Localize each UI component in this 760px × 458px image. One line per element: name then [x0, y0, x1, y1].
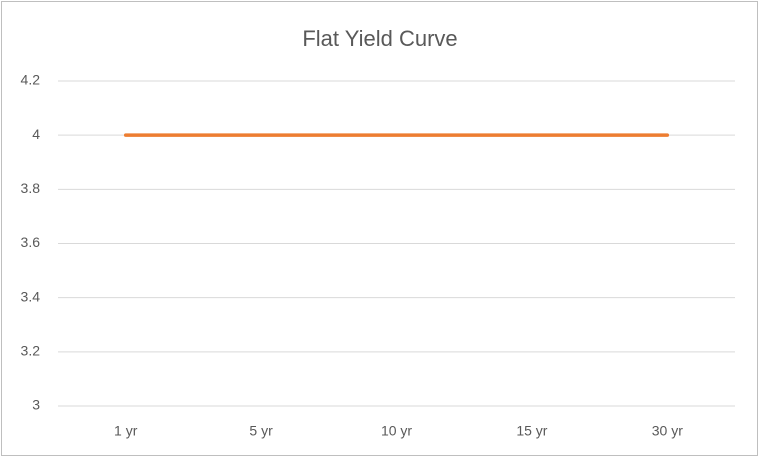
x-tick-label: 15 yr [516, 423, 547, 439]
y-tick-label: 4.2 [21, 72, 41, 88]
x-tick-label: 30 yr [652, 423, 683, 439]
y-tick-label: 3.4 [21, 288, 41, 304]
x-tick-label: 5 yr [249, 423, 273, 439]
chart-title: Flat Yield Curve [302, 26, 457, 51]
y-tick-label: 4 [32, 126, 40, 142]
y-tick-label: 3.2 [21, 343, 41, 359]
x-tick-label: 1 yr [114, 423, 138, 439]
y-tick-label: 3 [32, 397, 40, 413]
x-tick-label: 10 yr [381, 423, 412, 439]
y-tick-label: 3.6 [21, 234, 41, 250]
y-tick-label: 3.8 [21, 180, 41, 196]
